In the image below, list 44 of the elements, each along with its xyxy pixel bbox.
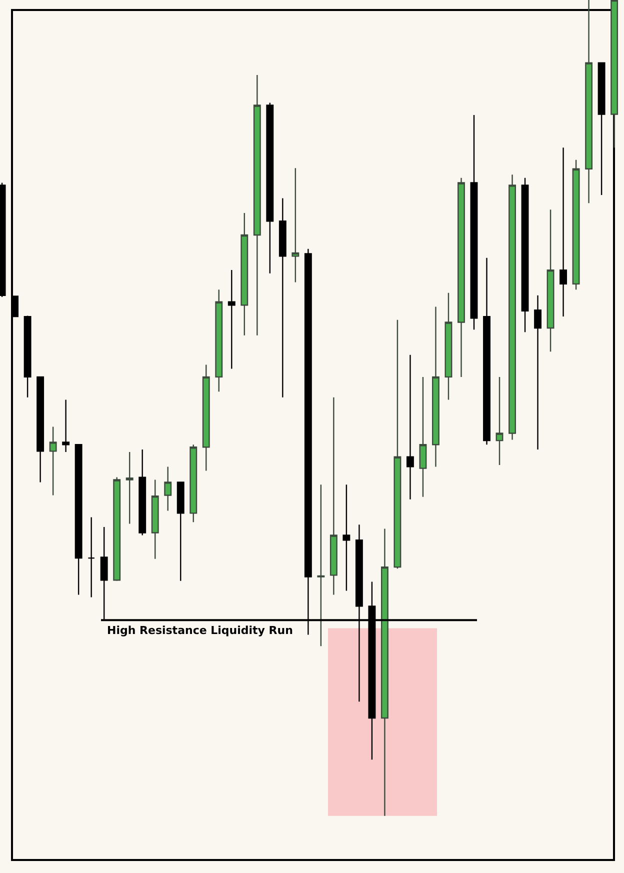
candlestick <box>176 482 184 582</box>
candlestick <box>202 364 210 472</box>
candlestick <box>394 319 402 570</box>
candlestick <box>151 479 159 560</box>
candlestick <box>560 147 568 318</box>
candlestick <box>610 0 618 148</box>
candlestick <box>240 212 248 336</box>
candlestick <box>496 376 504 466</box>
candlestick <box>126 451 134 524</box>
candlestick <box>138 448 146 536</box>
candlestick <box>113 476 121 582</box>
candlestick <box>36 376 44 483</box>
candlestick <box>317 484 325 647</box>
candlestick <box>190 444 198 523</box>
candlestick <box>521 177 529 333</box>
candlestick <box>24 315 32 398</box>
candlestick <box>228 269 236 370</box>
candlestick <box>585 0 593 204</box>
candlestick <box>253 74 261 336</box>
candlestick <box>419 376 427 498</box>
candlestick <box>572 159 580 290</box>
candlestick <box>49 426 57 496</box>
candlestick <box>508 174 516 440</box>
candlestick <box>88 516 96 598</box>
candlestick <box>534 294 542 450</box>
candlestick <box>432 306 440 468</box>
candlestick <box>380 528 388 816</box>
candlestick <box>278 198 286 398</box>
candlestick <box>266 102 274 274</box>
candlestick <box>74 444 82 596</box>
ref-line-label: High Resistance Liquidity Run <box>107 624 293 637</box>
candlestick <box>406 354 414 500</box>
candlestick <box>215 289 223 392</box>
candlestick <box>458 177 465 378</box>
candlestick <box>546 209 554 352</box>
candlestick <box>598 62 606 196</box>
candlestick <box>164 466 172 512</box>
candlestick <box>483 257 490 446</box>
candlestick <box>470 114 478 330</box>
candlestick <box>444 292 452 400</box>
candlestick <box>62 399 70 453</box>
candlestick <box>330 396 338 596</box>
candlestick <box>292 167 300 283</box>
candlestick <box>342 484 350 592</box>
